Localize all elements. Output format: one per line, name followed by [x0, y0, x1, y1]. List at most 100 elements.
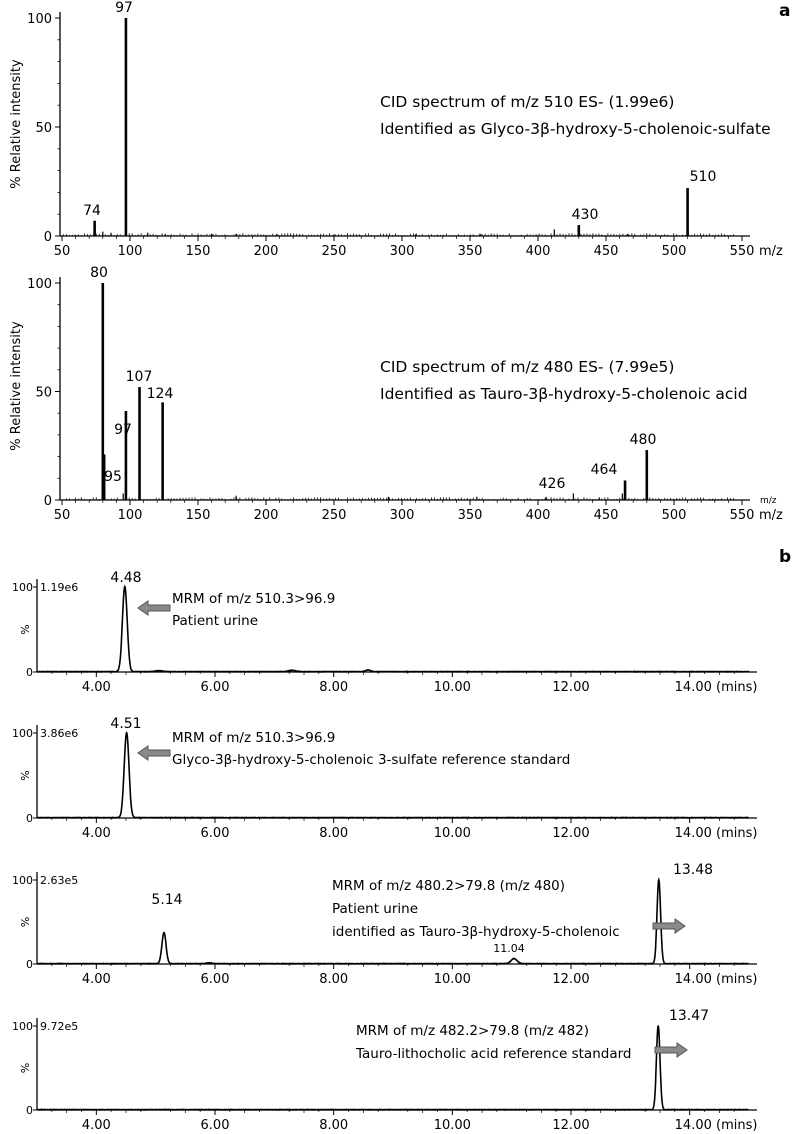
y-tick-label: 100 [12, 1020, 33, 1033]
y-axis-label: % Relative intensity [9, 59, 24, 189]
chromatogram-plot-3: 100 0% 2.63e5 4.00 6.00 8.00 10.00 12.00 14.00 (… [12, 862, 757, 987]
x-tick-label: 150 [186, 508, 211, 523]
intensity-scale: 2.63e5 [40, 874, 78, 887]
y-tick-label: 100 [27, 12, 52, 27]
pointer-arrow [137, 745, 171, 761]
x-tick-label: 200 [254, 244, 279, 259]
chromatogram-annotation: identified as Tauro-3β-hydroxy-5-choleno… [332, 924, 620, 940]
peak-label: 97 [115, 0, 133, 16]
chromatogram-annotation: MRM of m/z 510.3>96.9 [172, 591, 335, 607]
peak-label: 80 [90, 265, 108, 281]
peak-label: 426 [539, 476, 566, 492]
x-tick-label: 450 [594, 244, 619, 259]
x-tick-label: 4.00 [82, 1118, 111, 1133]
x-axis-unit-small: m/z [760, 496, 777, 506]
x-tick-label: 12.00 [552, 972, 589, 987]
peak-label: 4.51 [110, 716, 141, 732]
x-tick-label: 10.00 [434, 680, 471, 695]
x-tick-label: 10.00 [434, 972, 471, 987]
x-tick-label: 50 [54, 508, 71, 523]
x-tick-label: 500 [662, 508, 687, 523]
y-tick-label: 100 [12, 727, 33, 740]
pointer-arrow [137, 600, 171, 616]
x-tick-label: 6.00 [201, 972, 230, 987]
x-tick-label: 6.00 [201, 680, 230, 695]
x-tick-label: 14.00 (mins) [675, 680, 758, 695]
x-tick-label: 14.00 (mins) [675, 972, 758, 987]
peak-label: 464 [591, 462, 618, 478]
chromatogram-annotation: MRM of m/z 482.2>79.8 (m/z 482) [356, 1023, 589, 1039]
x-tick-label: 250 [322, 244, 347, 259]
x-tick-label: 4.00 [82, 680, 111, 695]
intensity-scale: 9.72e5 [40, 1020, 78, 1033]
peak-label: 13.47 [669, 1008, 709, 1024]
x-tick-label: 6.00 [201, 826, 230, 841]
chromatogram-trace [37, 1025, 749, 1112]
chromatogram-plot-2: 100 0% 3.86e6 4.00 6.00 8.00 10.00 12.00 14.00 (… [12, 716, 757, 841]
x-tick-label: 100 [118, 244, 143, 259]
peak-label: 13.48 [673, 862, 713, 878]
spectrum-annotation: Identified as Tauro-3β-hydroxy-5-choleno… [380, 385, 748, 403]
chromatogram-annotation: MRM of m/z 510.3>96.9 [172, 730, 335, 746]
x-tick-label: 4.00 [82, 972, 111, 987]
y-tick-label: 100 [27, 277, 52, 292]
x-tick-label: 8.00 [319, 972, 348, 987]
x-tick-label: 50 [54, 244, 71, 259]
y-axis-label: % Relative intensity [9, 321, 24, 451]
peak-label: 124 [147, 386, 174, 402]
peak-label: 480 [630, 432, 657, 448]
y-axis-percent-label: % [19, 624, 32, 634]
x-tick-label: 10.00 [434, 826, 471, 841]
x-tick-label: 8.00 [319, 680, 348, 695]
x-tick-label: 6.00 [201, 1118, 230, 1133]
spectrum-annotation: CID spectrum of m/z 480 ES- (7.99e5) [380, 358, 674, 376]
x-tick-label: 4.00 [82, 826, 111, 841]
chromatogram-plot-4: 100 0% 9.72e5 4.00 6.00 8.00 10.00 12.00 14.00 (… [12, 1008, 757, 1133]
y-tick-label: 0 [26, 958, 33, 971]
pointer-arrow [654, 1042, 688, 1058]
intensity-scale: 1.19e6 [40, 581, 78, 594]
x-tick-label: 550 [730, 244, 755, 259]
x-tick-label: 300 [390, 508, 415, 523]
x-tick-label: 10.00 [434, 1118, 471, 1133]
x-tick-label: 150 [186, 244, 211, 259]
x-tick-label: 12.00 [552, 826, 589, 841]
x-tick-label: 500 [662, 244, 687, 259]
y-tick-label: 100 [12, 581, 33, 594]
chromatogram-annotation: Tauro-lithocholic acid reference standar… [355, 1046, 631, 1062]
x-axis-unit: m/z [759, 244, 783, 259]
y-axis-percent-label: % [19, 917, 32, 927]
x-tick-label: 400 [526, 508, 551, 523]
peak-label: 95 [104, 469, 122, 485]
x-tick-label: 350 [458, 244, 483, 259]
spectrum-annotation: CID spectrum of m/z 510 ES- (1.99e6) [380, 93, 674, 111]
peak-label: 74 [83, 203, 101, 219]
x-tick-label: 12.00 [552, 1118, 589, 1133]
y-tick-label: 0 [44, 230, 52, 245]
peak-label: 107 [126, 369, 153, 385]
y-tick-label: 50 [35, 386, 52, 401]
chromatogram-annotation: MRM of m/z 480.2>79.8 (m/z 480) [332, 878, 565, 894]
chromatogram-plot-1: 100 0% 1.19e6 4.00 6.00 8.00 10.00 12.00 14.00 (… [12, 570, 757, 695]
x-tick-label: 350 [458, 508, 483, 523]
peak-label: 11.04 [493, 942, 525, 955]
x-tick-label: 8.00 [319, 826, 348, 841]
y-axis-percent-label: % [19, 770, 32, 780]
panel-label-a: a [779, 1, 790, 21]
chromatogram-annotation: Patient urine [172, 613, 258, 629]
x-tick-label: 300 [390, 244, 415, 259]
peak-label: 510 [690, 169, 717, 185]
chromatogram-annotation: Patient urine [332, 901, 418, 917]
y-tick-label: 0 [44, 494, 52, 509]
peak-label: 430 [572, 207, 599, 223]
y-axis-percent-label: % [19, 1063, 32, 1073]
x-tick-label: 450 [594, 508, 619, 523]
chromatogram-trace [36, 876, 749, 966]
x-tick-label: 200 [254, 508, 279, 523]
pointer-arrow [652, 918, 686, 934]
x-tick-label: 12.00 [552, 680, 589, 695]
